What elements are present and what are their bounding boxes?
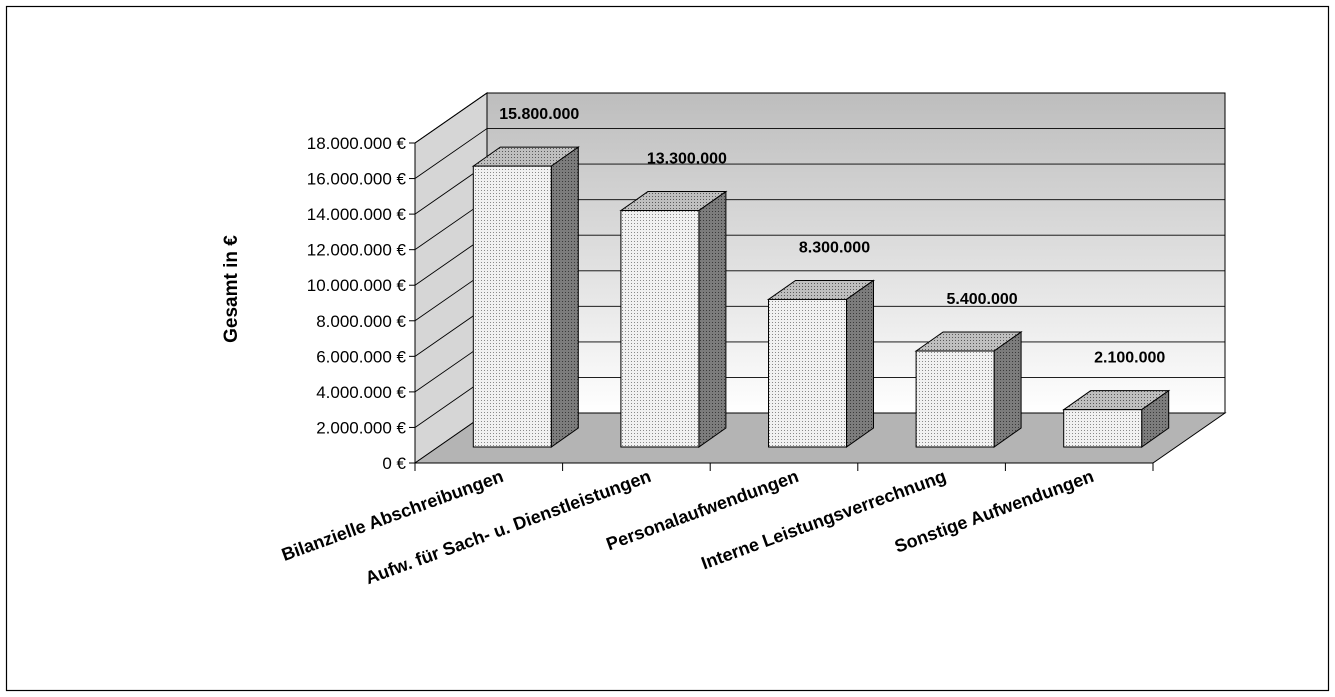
bars bbox=[471, 146, 1171, 448]
bar-side bbox=[846, 279, 874, 448]
y-tick-label: 16.000.000 € bbox=[307, 170, 407, 189]
x-axis bbox=[414, 462, 1154, 471]
bar bbox=[1062, 389, 1171, 448]
bar-side bbox=[550, 146, 579, 448]
bar-front bbox=[1063, 409, 1143, 448]
y-tick-label: 8.000.000 € bbox=[316, 312, 406, 331]
y-tick-label: 6.000.000 € bbox=[316, 347, 406, 366]
y-tick-label: 0 € bbox=[382, 454, 406, 473]
bar-side bbox=[698, 190, 727, 448]
gridline bbox=[414, 128, 1225, 179]
data-label: 2.100.000 bbox=[1094, 350, 1165, 367]
bar-side bbox=[993, 331, 1022, 448]
y-tick-label: 10.000.000 € bbox=[307, 276, 407, 295]
gridline bbox=[414, 92, 1225, 144]
y-tick-label: 2.000.000 € bbox=[316, 418, 406, 437]
bar-front bbox=[915, 350, 995, 448]
bar bbox=[471, 146, 580, 448]
y-tick-label: 12.000.000 € bbox=[307, 241, 407, 260]
bar-front bbox=[620, 210, 700, 448]
bar-front bbox=[472, 165, 552, 448]
data-label: 13.300.000 bbox=[647, 151, 727, 168]
bar bbox=[766, 279, 876, 448]
bar-front bbox=[768, 298, 847, 448]
y-tick-label: 4.000.000 € bbox=[316, 383, 406, 402]
y-axis-label: Gesamt in € bbox=[221, 235, 242, 343]
bar bbox=[619, 190, 728, 448]
data-label: 8.300.000 bbox=[799, 239, 870, 256]
y-tick-label: 18.000.000 € bbox=[307, 134, 407, 153]
data-labels: 15.800.000 13.300.000 8.300.000 5.400.000 2.… bbox=[499, 106, 1165, 367]
bar bbox=[914, 331, 1023, 448]
data-label: 15.800.000 bbox=[499, 106, 579, 123]
y-axis: 0 € 2.000.000 € 4.000.000 € 6.000.000 € 8.00… bbox=[307, 134, 416, 473]
data-label: 5.400.000 bbox=[947, 291, 1018, 308]
y-tick-label: 14.000.000 € bbox=[307, 205, 407, 224]
